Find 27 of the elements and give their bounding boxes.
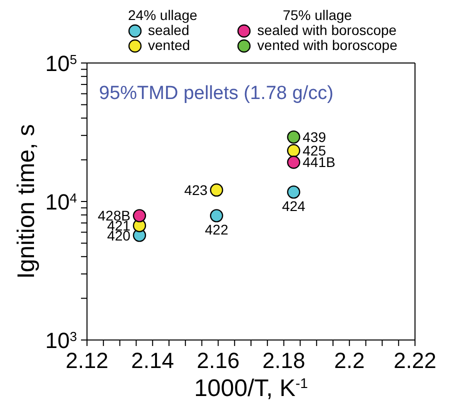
point [132,209,146,222]
x-tick-label: 2.2 [334,348,365,373]
annotation: 424 [282,198,306,214]
annotation: 95%TMD pellets (1.78 g/cc) [99,83,334,104]
annotation: 422 [204,222,228,238]
legend-label: sealed [148,22,190,38]
x-tick-label: 2.14 [131,348,174,373]
annotation: 439 [302,129,326,146]
text: 24% ullage [128,7,198,23]
x-tick-label: 2.18 [262,348,306,373]
y-axis-title: Ignition time, s [13,124,40,279]
point [210,183,224,197]
x-tick-label: 2.16 [196,348,240,373]
legend-label: vented with boroscope [257,37,398,53]
point [287,130,300,144]
legend-label: vented [148,37,190,53]
point [287,156,300,169]
x-axis-title: 1000/T, K$^{-1}$ [194,375,308,402]
point [210,209,224,222]
point [287,144,300,158]
y-tick-label: 10$^{4}$ [45,190,77,214]
annotation: 423 [184,182,208,198]
point [287,185,300,199]
x-tick-label: 2.22 [394,348,436,373]
text: 75% ullage [282,7,353,23]
legend-label: sealed with boroscope [257,22,397,38]
y-tick-label: 10$^{5}$ [45,51,77,76]
